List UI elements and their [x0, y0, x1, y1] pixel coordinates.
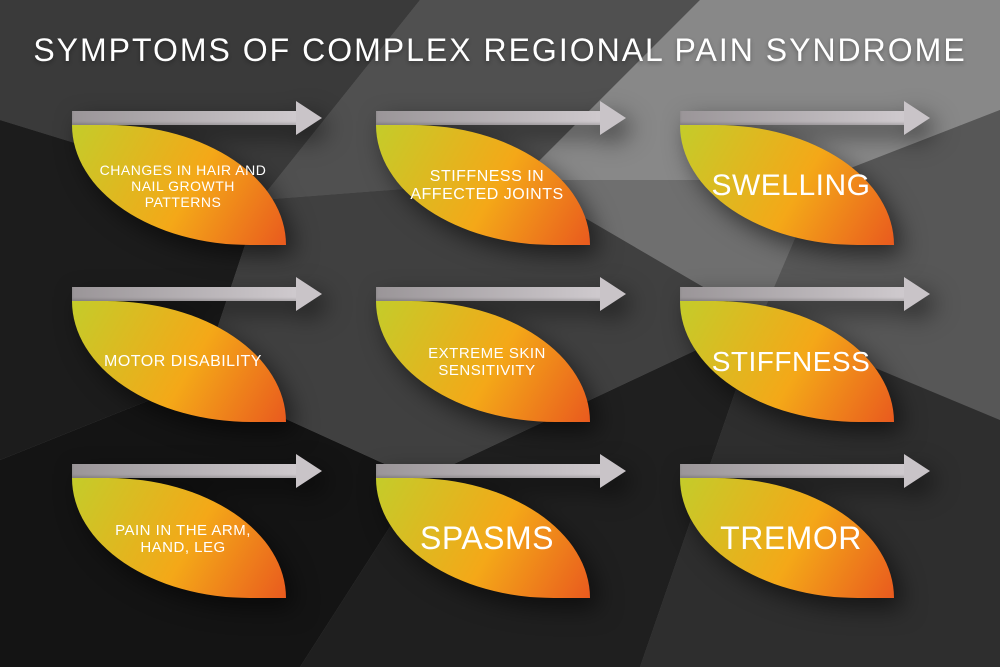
leaf-shape: MOTOR DISABILITY — [72, 301, 286, 421]
symptom-label: STIFFNESS IN AFFECTED JOINTS — [402, 168, 572, 205]
symptom-tile: EXTREME SKIN SENSITIVITY — [376, 281, 624, 421]
symptom-grid: CHANGES IN HAIR AND NAIL GROWTH PATTERNS… — [0, 69, 1000, 646]
arrow-icon — [72, 105, 320, 133]
symptom-label: MOTOR DISABILITY — [104, 353, 262, 371]
symptom-tile: PAIN IN THE ARM, HAND, LEG — [72, 458, 320, 598]
symptom-label: CHANGES IN HAIR AND NAIL GROWTH PATTERNS — [98, 162, 268, 210]
arrow-icon — [680, 281, 928, 309]
arrow-icon — [376, 105, 624, 133]
symptom-tile: STIFFNESS — [680, 281, 928, 421]
symptom-tile: TREMOR — [680, 458, 928, 598]
symptom-tile: SWELLING — [680, 105, 928, 245]
arrow-icon — [72, 458, 320, 486]
arrow-icon — [376, 281, 624, 309]
arrow-icon — [72, 281, 320, 309]
symptom-label: PAIN IN THE ARM, HAND, LEG — [98, 522, 268, 557]
leaf-shape: STIFFNESS — [680, 301, 894, 421]
symptom-label: SWELLING — [711, 169, 870, 204]
symptom-label: TREMOR — [720, 520, 862, 557]
leaf-shape: CHANGES IN HAIR AND NAIL GROWTH PATTERNS — [72, 125, 286, 245]
leaf-shape: EXTREME SKIN SENSITIVITY — [376, 301, 590, 421]
leaf-shape: SPASMS — [376, 478, 590, 598]
symptom-tile: MOTOR DISABILITY — [72, 281, 320, 421]
arrow-icon — [680, 105, 928, 133]
symptom-label: STIFFNESS — [712, 346, 871, 378]
page-title: SYMPTOMS OF COMPLEX REGIONAL PAIN SYNDRO… — [0, 0, 1000, 69]
symptom-tile: SPASMS — [376, 458, 624, 598]
leaf-shape: PAIN IN THE ARM, HAND, LEG — [72, 478, 286, 598]
arrow-icon — [376, 458, 624, 486]
leaf-shape: STIFFNESS IN AFFECTED JOINTS — [376, 125, 590, 245]
symptom-tile: STIFFNESS IN AFFECTED JOINTS — [376, 105, 624, 245]
symptom-label: EXTREME SKIN SENSITIVITY — [402, 345, 572, 380]
leaf-shape: SWELLING — [680, 125, 894, 245]
symptom-tile: CHANGES IN HAIR AND NAIL GROWTH PATTERNS — [72, 105, 320, 245]
leaf-shape: TREMOR — [680, 478, 894, 598]
arrow-icon — [680, 458, 928, 486]
symptom-label: SPASMS — [420, 520, 554, 557]
